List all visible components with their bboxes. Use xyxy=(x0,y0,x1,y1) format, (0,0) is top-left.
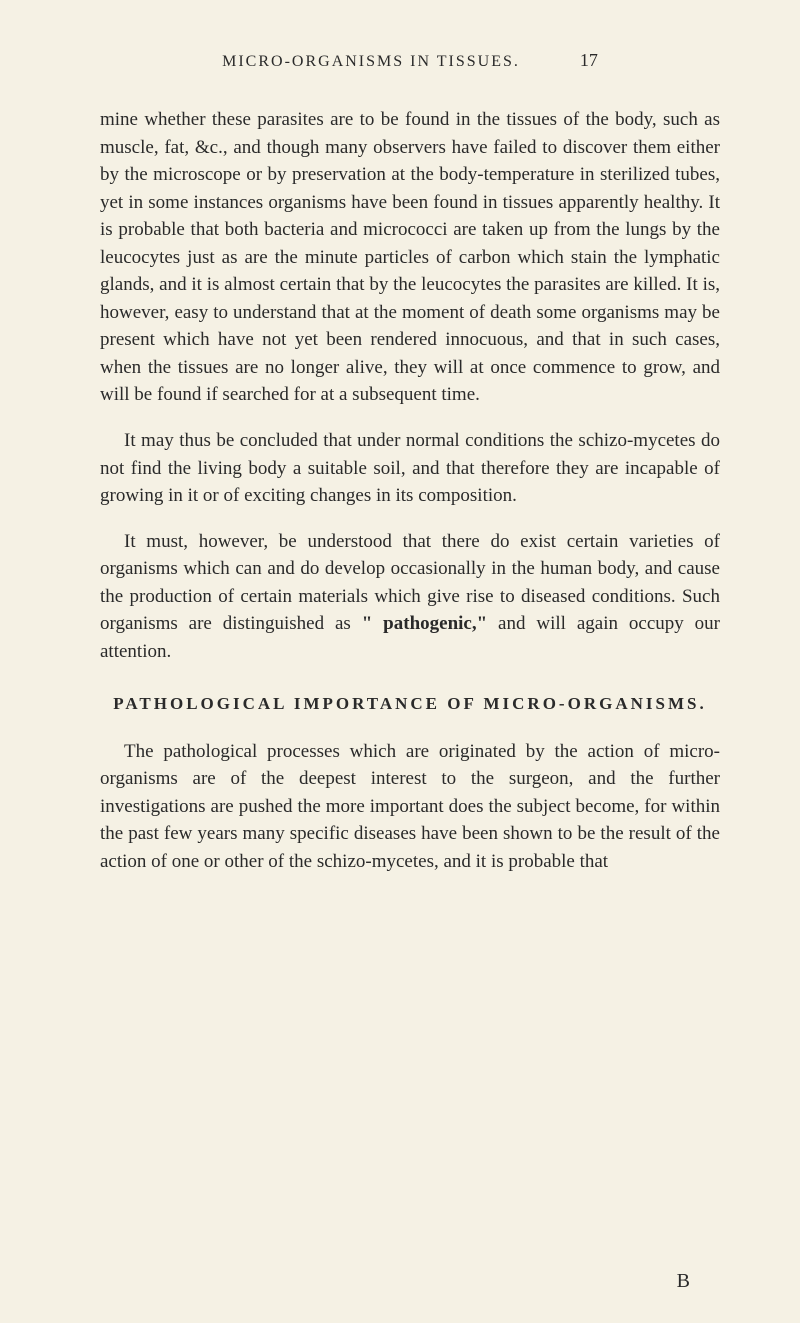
pathogenic-term: " pathogenic," xyxy=(362,613,487,634)
footer-signature-mark: B xyxy=(677,1270,690,1293)
paragraph-3: It must, however, be understood that the… xyxy=(100,528,720,666)
paragraph-1: mine whether these parasites are to be f… xyxy=(100,106,720,409)
paragraph-2: It may thus be concluded that under norm… xyxy=(100,427,720,510)
page-header: MICRO-ORGANISMS IN TISSUES. 17 xyxy=(100,50,720,71)
paragraph-4: The pathological processes which are ori… xyxy=(100,738,720,876)
section-heading: PATHOLOGICAL IMPORTANCE OF MICRO-ORGANIS… xyxy=(100,690,720,717)
page-number: 17 xyxy=(580,50,598,71)
header-title: MICRO-ORGANISMS IN TISSUES. xyxy=(222,53,520,71)
